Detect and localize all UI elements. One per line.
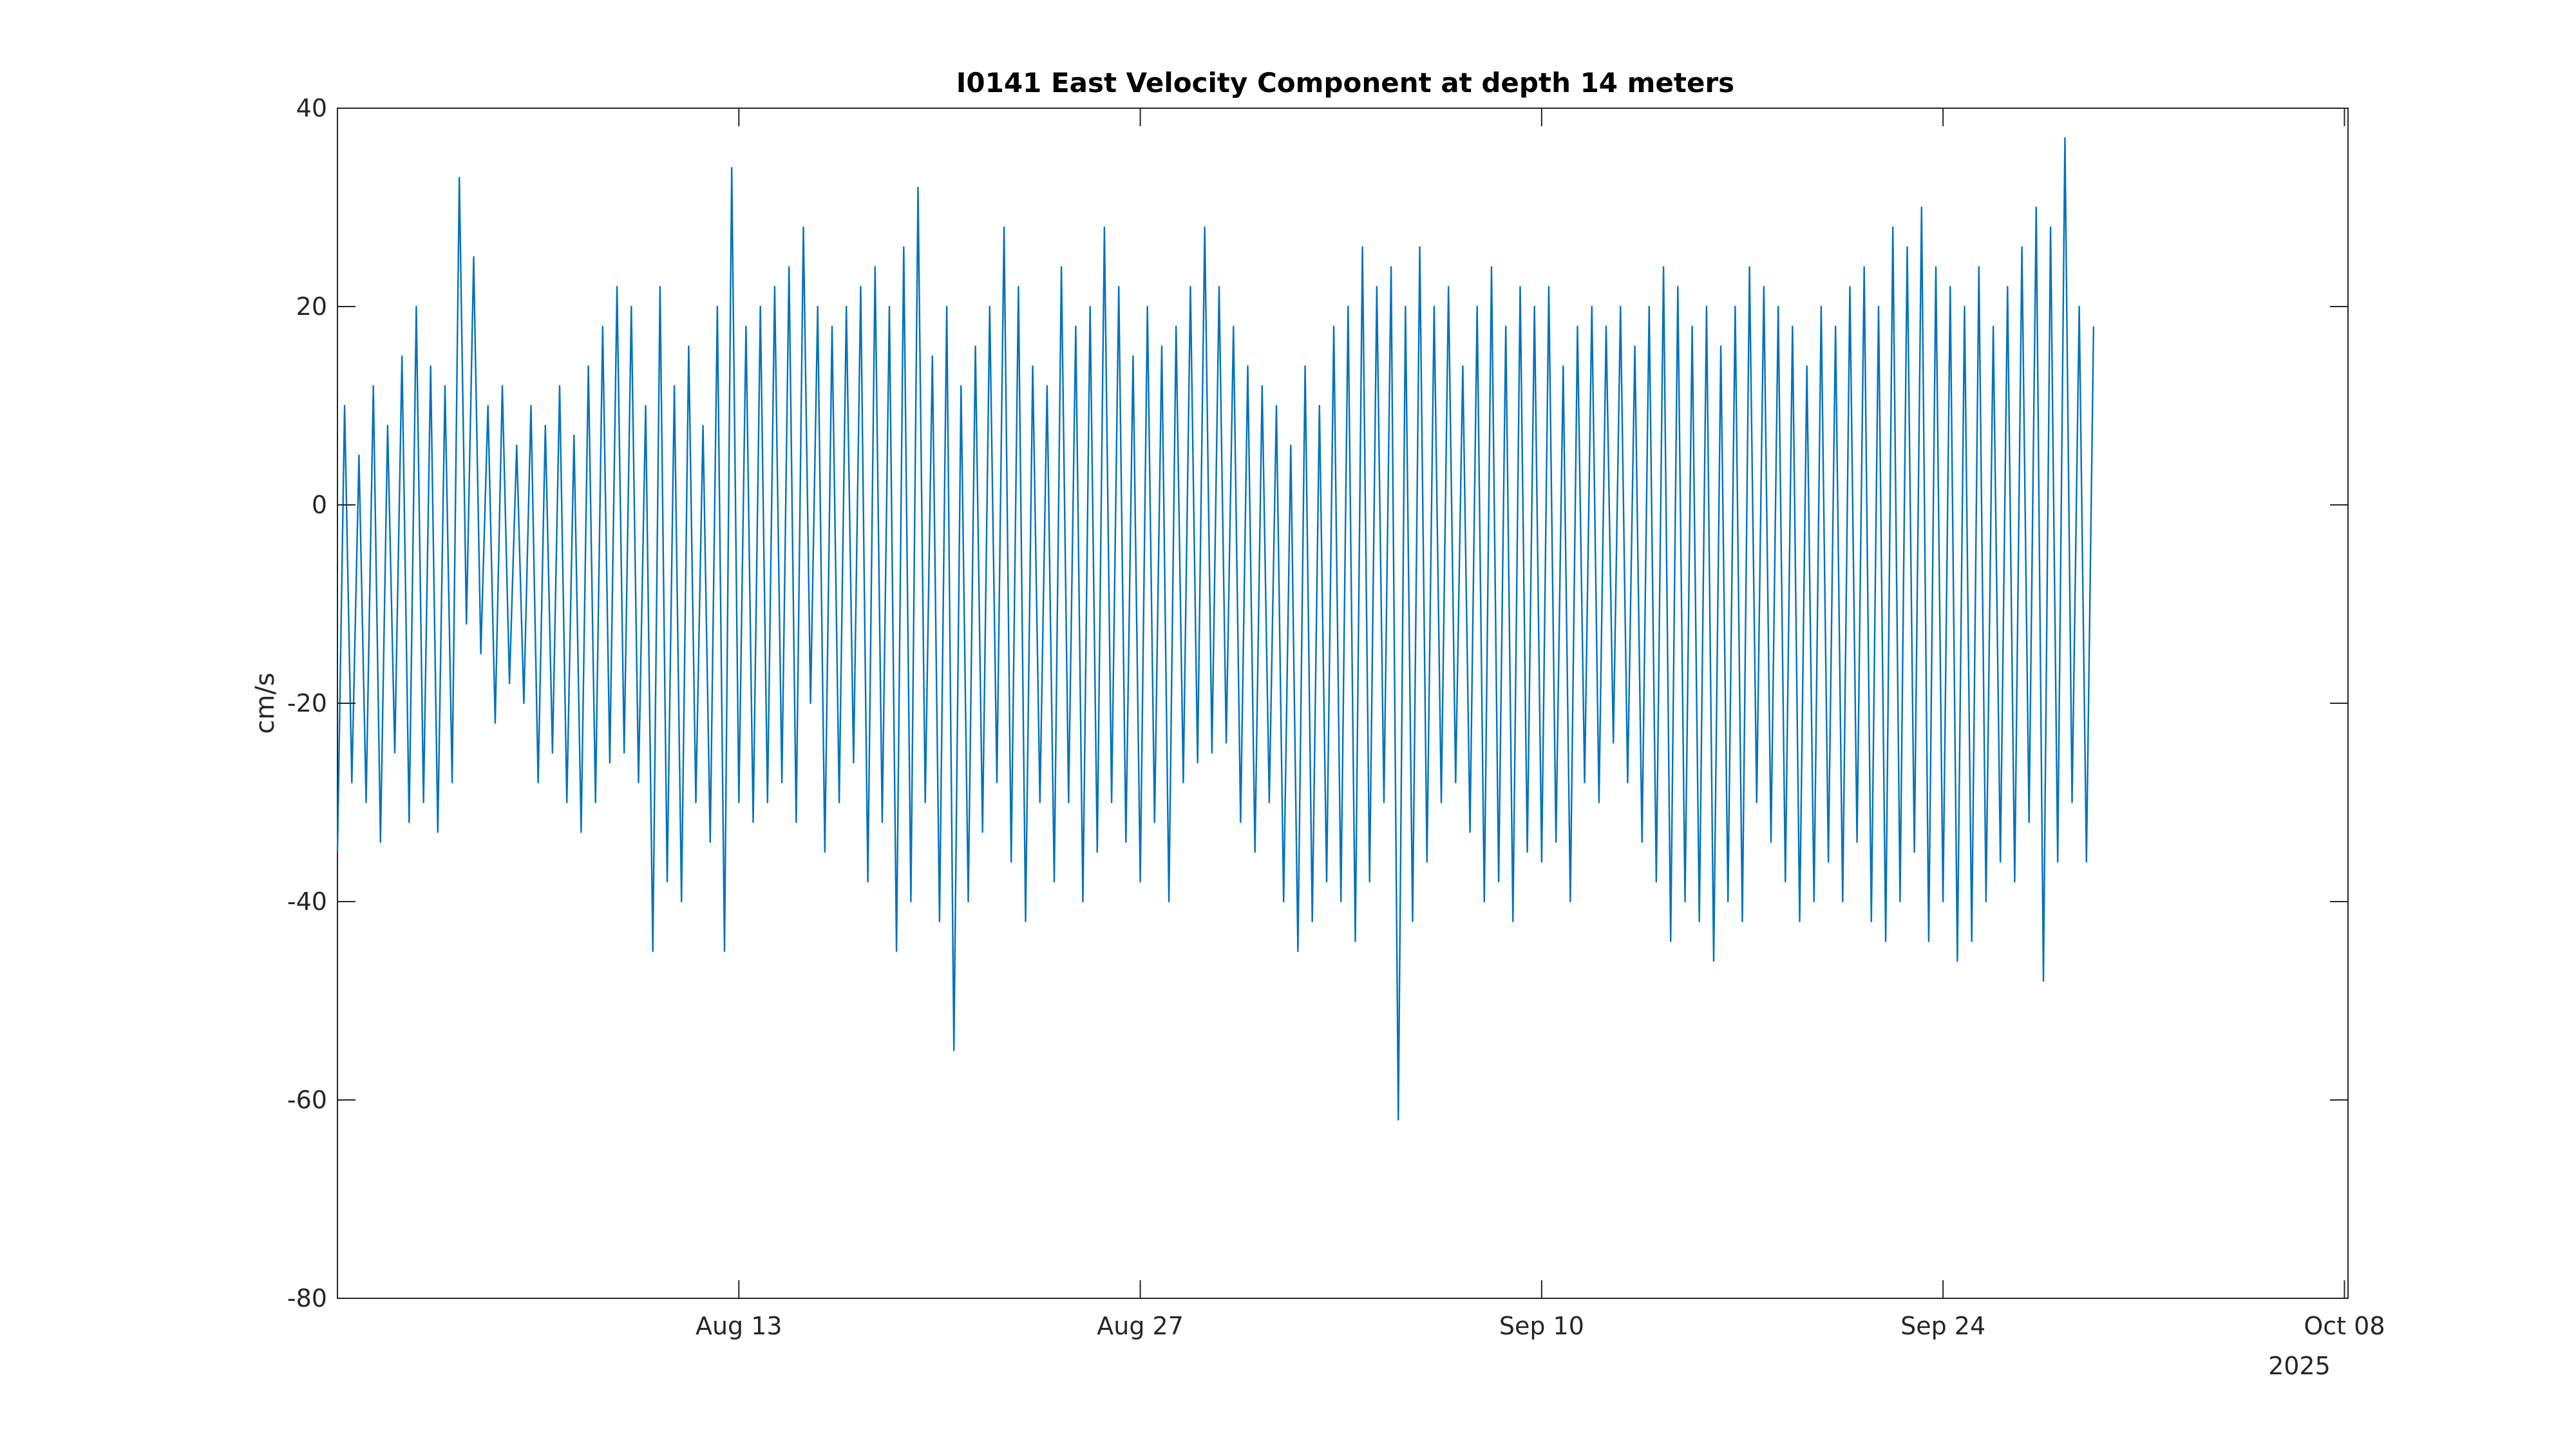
y-tick-label: 0	[312, 491, 327, 519]
x-axis: Aug 13 Aug 27 Sep 10 Sep 24 Oct 08	[696, 108, 2385, 1340]
y-tick-label: 20	[296, 292, 327, 321]
x-tick-label: Sep 10	[1499, 1312, 1584, 1340]
y-tick-label: -40	[287, 887, 327, 916]
x-tick-label: Aug 27	[1097, 1312, 1184, 1340]
series-line-east-velocity	[336, 137, 2095, 1121]
plot-area: -80 -60 -40 -20 0 20 40 Aug 13 Aug 27 Sep 10 Sep …	[287, 94, 2385, 1340]
y-tick-label: -60	[287, 1086, 327, 1114]
y-axis-label: cm/s	[251, 672, 280, 734]
x-tick-label: Sep 24	[1900, 1312, 1985, 1340]
y-tick-label: -80	[287, 1284, 327, 1312]
y-tick-label: 40	[296, 94, 327, 122]
chart-title: I0141 East Velocity Component at depth 1…	[956, 67, 1734, 99]
x-axis-year-label: 2025	[2268, 1352, 2331, 1380]
x-tick-label: Oct 08	[2304, 1312, 2385, 1340]
y-axis: -80 -60 -40 -20 0 20 40	[287, 94, 2348, 1312]
x-tick-label: Aug 13	[696, 1312, 782, 1340]
y-tick-label: -20	[287, 689, 327, 717]
